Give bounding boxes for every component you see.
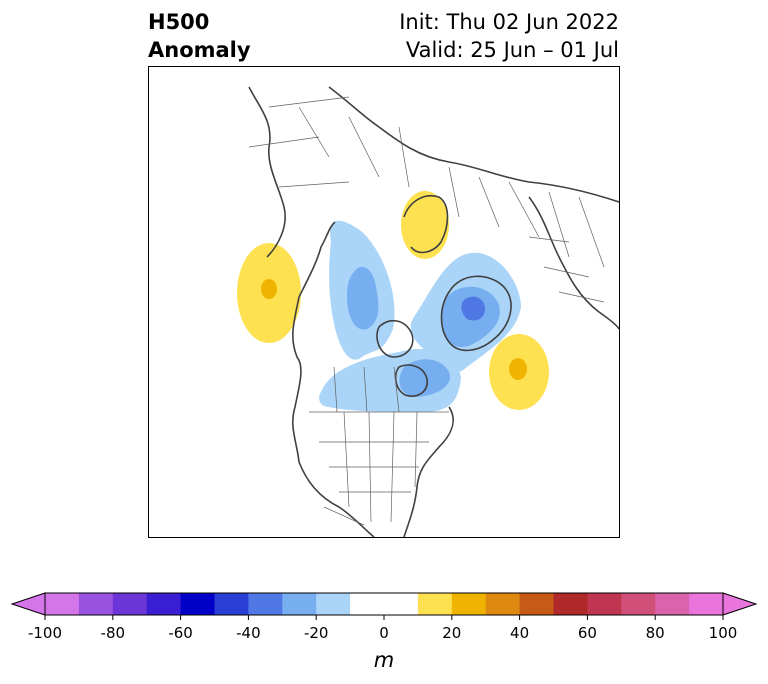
init-date-label: Init: Thu 02 Jun 2022	[399, 10, 619, 34]
coastlines	[248, 86, 619, 537]
colorbar-bin	[180, 593, 215, 615]
colorbar-bin	[519, 593, 554, 615]
border-us-states-2	[343, 411, 418, 523]
colorbar-tick-label: 80	[646, 624, 665, 642]
border-eurasia-2	[478, 176, 605, 268]
border-asia-central	[248, 96, 350, 188]
colorbar-bin	[248, 593, 283, 615]
colorbar-bin	[350, 593, 385, 615]
colorbar-bin	[78, 593, 114, 615]
coast-arctic-islands	[376, 319, 414, 358]
valid-range-label: Valid: 25 Jun – 01 Jul	[405, 38, 619, 62]
anomaly-neg-greenland-peak	[461, 296, 485, 321]
colorbar-bin	[689, 593, 724, 615]
map-edge-gap	[149, 285, 155, 319]
colorbar-tick-label: -60	[168, 624, 193, 642]
colorbar-bin	[112, 593, 148, 615]
variable-label: H500	[148, 10, 210, 34]
colorbar-bin	[282, 593, 317, 615]
colorbar-bin	[316, 593, 351, 615]
colorbar-bin	[146, 593, 182, 615]
border-us-states-1	[319, 441, 429, 493]
field-kind-label: Anomaly	[148, 38, 251, 62]
colorbar: -100 -80 -60 -40 -20 0 20 40 60 80 100 m	[10, 592, 758, 672]
map-canvas	[149, 86, 619, 537]
anomaly-pos-atlantic-core	[509, 358, 527, 380]
coast-eurasia-north	[328, 86, 619, 203]
colorbar-bin	[417, 593, 453, 615]
border-eurasia-1	[298, 106, 460, 218]
colorbar-bins	[10, 592, 758, 616]
coast-hudson-bay	[394, 364, 428, 397]
colorbar-bin	[485, 593, 521, 615]
border-canada-provinces	[333, 366, 400, 413]
colorbar-tick-label: -40	[236, 624, 261, 642]
colorbar-bin	[384, 593, 419, 615]
anomaly-pos-scandinavia	[401, 191, 449, 259]
colorbar-tick-label: 20	[442, 624, 461, 642]
border-mexico	[323, 506, 365, 526]
colorbar-bin	[214, 593, 249, 615]
colorbar-tick-label: 40	[510, 624, 529, 642]
anomaly-neg-hudson-core	[399, 359, 450, 397]
colorbar-extend-low	[10, 592, 46, 616]
positive-anomaly-shading	[237, 191, 549, 410]
colorbar-bin	[621, 593, 656, 615]
coast-greenland	[440, 275, 512, 352]
coast-siberia	[248, 86, 286, 258]
colorbar-bin	[45, 593, 80, 615]
colorbar-bin	[587, 593, 622, 615]
colorbar-ticks: -100 -80 -60 -40 -20 0 20 40 60 80 100	[28, 615, 737, 642]
colorbar-bin	[451, 593, 487, 615]
border-europe	[528, 236, 605, 303]
colorbar-tick-label: 0	[379, 624, 389, 642]
colorbar-tick-label: -80	[101, 624, 126, 642]
negative-anomaly-shading	[319, 220, 521, 412]
coast-europe-west	[528, 196, 619, 330]
coast-alaska	[298, 221, 336, 298]
political-borders	[248, 96, 605, 526]
colorbar-tick-label: -100	[28, 624, 62, 642]
colorbar-tick-label: -20	[304, 624, 329, 642]
colorbar-unit-label: m	[374, 648, 394, 672]
map-title-left: H500 Anomaly	[148, 8, 251, 64]
map-panel	[148, 66, 620, 538]
anomaly-neg-arctic-core	[347, 266, 379, 330]
colorbar-tick-label: 60	[578, 624, 597, 642]
colorbar-tick-label: 100	[709, 624, 738, 642]
anomaly-pos-pacific-core	[261, 279, 277, 299]
colorbar-bin	[655, 593, 690, 615]
map-title-right: Init: Thu 02 Jun 2022 Valid: 25 Jun – 01…	[399, 8, 619, 64]
coast-scandinavia	[403, 195, 449, 254]
coast-north-america-west	[291, 296, 375, 537]
coast-north-america-east	[403, 406, 454, 537]
colorbar-extend-high	[722, 592, 758, 616]
colorbar-bin	[553, 593, 588, 615]
